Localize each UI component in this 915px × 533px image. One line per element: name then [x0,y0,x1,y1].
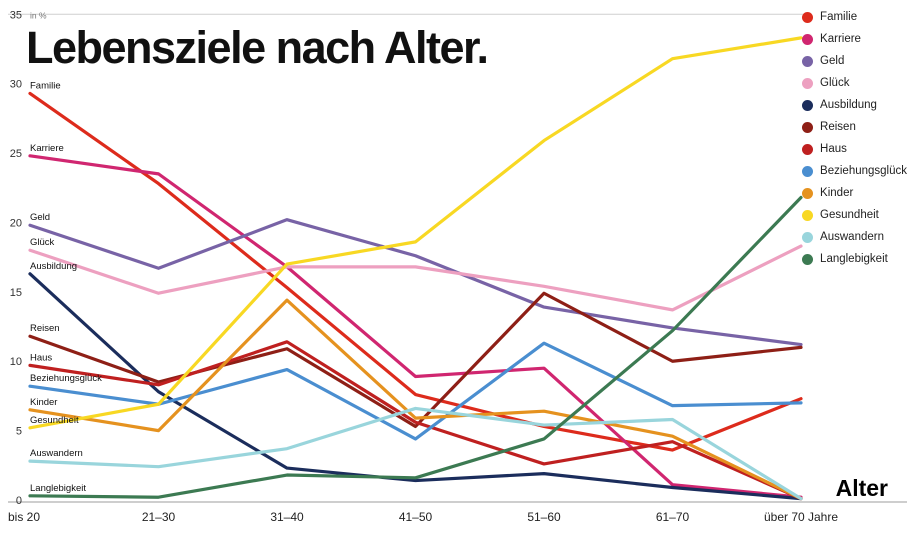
legend-label: Haus [820,143,847,155]
legend-label: Beziehungsglück [820,165,907,177]
legend-label: Auswandern [820,231,884,243]
legend-item-familie: Familie [802,11,907,23]
x-tick-label-51-60: 51–60 [527,510,561,524]
x-tick-label-61-70: 61–70 [656,510,690,524]
legend-color-dot [802,33,814,45]
series-start-label-auswandern: Auswandern [30,448,83,459]
legend-color-dot [802,209,814,221]
series-line-gesundheit [28,36,803,430]
y-tick-label: 30 [10,79,22,91]
y-tick-label: 10 [10,356,22,368]
legend-item-geld: Geld [802,55,907,67]
y-axis-unit-label: in % [30,10,47,20]
legend-item-gesundheit: Gesundheit [802,209,907,221]
series-start-label-gesundheit: Gesundheit [30,415,79,426]
legend-color-dot [802,11,814,23]
series-line-ausbildung [28,272,803,501]
series-start-label-langlebigkeit: Langlebigkeit [30,483,86,494]
legend-color-dot [802,55,814,67]
legend-item-auswandern: Auswandern [802,231,907,243]
legend-item-beziehungsgluck: Beziehungsglück [802,165,907,177]
legend-label: Familie [820,11,858,23]
x-axis-title: Alter [836,475,888,501]
series-start-label-haus: Haus [30,352,52,363]
series-line-langlebigkeit [28,195,803,499]
page-title: Lebensziele nach Alter. [26,22,489,73]
series-start-label-gluck: Glück [30,237,55,248]
legend-item-haus: Haus [802,143,907,155]
x-tick-label-31-40: 31–40 [270,510,304,524]
x-tick-label-41-50: 41–50 [399,510,433,524]
series-line-geld [28,218,803,347]
legend-label: Karriere [820,33,861,45]
x-tick-label-uber-70-jahre: über 70 Jahre [764,510,838,524]
series-line-gluck [28,244,803,312]
series-start-label-karriere: Karriere [30,143,64,154]
legend: Familie Karriere Geld Glück Ausbildung Reisen… [802,11,907,265]
x-tick-label-21-30: 21–30 [142,510,176,524]
series-line-karriere [28,154,803,499]
legend-color-dot [802,187,814,199]
series-start-label-reisen: Reisen [30,323,60,334]
legend-label: Langlebigkeit [820,253,888,265]
legend-label: Ausbildung [820,99,877,111]
legend-color-dot [802,253,814,265]
legend-color-dot [802,231,814,243]
y-tick-label: 0 [16,495,22,507]
y-tick-label: 35 [10,9,22,21]
legend-label: Kinder [820,187,854,199]
legend-label: Glück [820,77,850,89]
series-line-familie [28,91,803,452]
series-start-label-kinder: Kinder [30,397,57,408]
legend-item-kinder: Kinder [802,187,907,199]
legend-item-langlebigkeit: Langlebigkeit [802,253,907,265]
y-tick-label: 5 [16,426,22,438]
legend-color-dot [802,99,814,111]
legend-item-ausbildung: Ausbildung [802,99,907,111]
legend-item-gluck: Glück [802,77,907,89]
y-tick-label: 20 [10,217,22,229]
legend-label: Geld [820,55,845,67]
series-start-label-ausbildung: Ausbildung [30,261,77,272]
series-start-label-geld: Geld [30,212,50,223]
y-tick-label: 15 [10,287,22,299]
legend-color-dot [802,121,814,133]
y-tick-label: 25 [10,148,22,160]
series-start-label-beziehungsgluck: Beziehungsglück [30,373,102,384]
series-line-haus [28,340,803,501]
legend-color-dot [802,165,814,177]
legend-item-karriere: Karriere [802,33,907,45]
series-start-label-familie: Familie [30,80,61,91]
series-line-auswandern [28,406,803,501]
legend-item-reisen: Reisen [802,121,907,133]
legend-label: Reisen [820,121,856,133]
legend-label: Gesundheit [820,209,879,221]
legend-color-dot [802,77,814,89]
series-line-reisen [28,291,803,429]
legend-color-dot [802,143,814,155]
series-line-kinder [28,298,803,501]
x-tick-label-bis-20: bis 20 [8,510,40,524]
